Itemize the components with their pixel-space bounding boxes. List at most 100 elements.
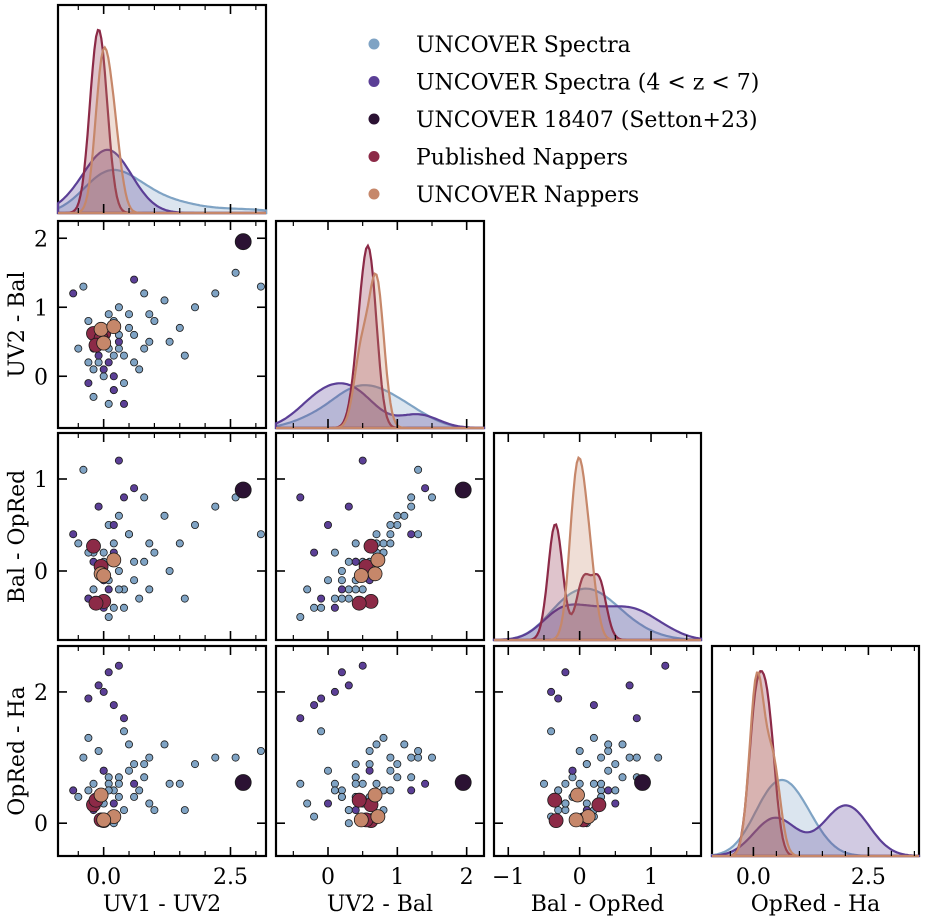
point-0-9 (160, 296, 169, 305)
point-0-14 (130, 792, 139, 801)
point-0-0 (654, 753, 663, 762)
point-1-8 (120, 714, 129, 723)
point-0-12 (109, 603, 118, 612)
point-1-8 (120, 399, 129, 408)
point-0-29 (109, 351, 118, 360)
point-0-1 (109, 539, 118, 548)
point-1-6 (337, 668, 346, 677)
point-0-8 (140, 344, 149, 353)
legend-marker-2 (368, 113, 380, 125)
point-4-2 (96, 335, 112, 351)
scatter-panel-r3-c2 (540, 661, 670, 828)
point-0-15 (190, 760, 199, 769)
kde-uncover-nappers-3 (712, 671, 919, 858)
point-0-33 (386, 521, 395, 530)
legend-marker-3 (368, 151, 380, 162)
point-0-3 (89, 779, 98, 788)
point-0-10 (597, 779, 606, 788)
point-0-24 (74, 539, 83, 548)
point-0-37 (351, 585, 360, 594)
point-0-14 (337, 576, 346, 585)
point-0-26 (575, 779, 584, 788)
point-0-33 (611, 786, 620, 795)
point-1-8 (296, 493, 305, 502)
x-tick-label-2: 1 (644, 865, 658, 890)
x-tick-label-1: 1 (390, 865, 404, 890)
point-0-21 (330, 594, 339, 603)
point-0-27 (427, 753, 436, 762)
point-1-5 (130, 275, 139, 284)
point-0-27 (427, 493, 436, 502)
point-0-28 (256, 747, 265, 756)
point-1-9 (99, 766, 108, 775)
point-0-35 (365, 760, 374, 769)
point-4-2 (568, 812, 584, 828)
point-0-3 (330, 548, 339, 557)
x-axis-label-0: UV1 - UV2 (103, 892, 221, 917)
point-1-2 (330, 603, 339, 612)
point-0-0 (79, 753, 88, 762)
point-0-3 (589, 779, 598, 788)
point-1-5 (130, 779, 139, 788)
point-4-0 (570, 787, 585, 803)
point-0-20 (618, 773, 627, 782)
point-0-8 (351, 760, 360, 769)
point-0-10 (175, 323, 184, 332)
x-tick-label-3: 2.5 (851, 865, 886, 890)
point-0-3 (89, 365, 98, 374)
point-0-29 (344, 819, 353, 828)
point-0-14 (130, 576, 139, 585)
point-1-2 (99, 365, 108, 374)
kde-uncover-nappers-1 (276, 272, 484, 430)
point-1-4 (109, 701, 118, 710)
point-2-0 (454, 774, 472, 791)
point-0-31 (604, 740, 613, 749)
point-0-37 (114, 344, 123, 353)
point-1-11 (317, 594, 326, 603)
x-axis-label-3: OpRed - Ha (751, 892, 881, 917)
point-0-31 (125, 323, 134, 332)
point-1-5 (421, 779, 430, 788)
y-tick-label-2: 0 (34, 560, 48, 585)
point-1-2 (547, 687, 556, 696)
point-0-18 (104, 613, 113, 622)
scatter-panel-r3-c1 (296, 661, 472, 828)
panel-frame-r2-c1 (274, 431, 486, 642)
x-tick-label-0: 0.0 (86, 865, 121, 890)
point-1-6 (337, 585, 346, 594)
point-0-17 (145, 799, 154, 808)
point-0-25 (317, 727, 326, 736)
point-0-32 (140, 289, 149, 298)
point-1-10 (109, 372, 118, 381)
y-tick-label-1: 0 (34, 365, 48, 390)
point-0-15 (393, 760, 402, 769)
point-0-8 (140, 557, 149, 566)
scatter-panel-r2-c1 (296, 456, 472, 622)
point-2-0 (454, 481, 472, 499)
point-4-2 (96, 812, 112, 828)
point-0-10 (372, 779, 381, 788)
point-4-2 (96, 568, 112, 583)
point-1-0 (94, 502, 103, 511)
point-0-27 (632, 753, 641, 762)
point-0-11 (561, 806, 570, 815)
point-1-7 (351, 806, 360, 815)
point-0-13 (94, 747, 103, 756)
point-0-32 (140, 773, 149, 782)
point-0-21 (330, 786, 339, 795)
point-0-17 (145, 337, 154, 346)
point-0-25 (547, 727, 556, 736)
point-0-4 (114, 792, 123, 801)
y-tick-label-1: 2 (34, 227, 48, 252)
point-0-19 (84, 316, 93, 325)
point-0-30 (303, 585, 312, 594)
point-1-2 (99, 687, 108, 696)
kde-uncover-spectra-4-z-7--3 (710, 804, 921, 858)
point-0-34 (180, 351, 189, 360)
kde-uncover-spectra-4-z-7--1 (274, 382, 486, 430)
y-tick-label-1: 1 (34, 296, 48, 321)
point-0-7 (125, 766, 134, 775)
point-0-18 (540, 779, 549, 788)
x-tick-label-3: 0.0 (736, 865, 771, 890)
point-1-2 (330, 687, 339, 696)
